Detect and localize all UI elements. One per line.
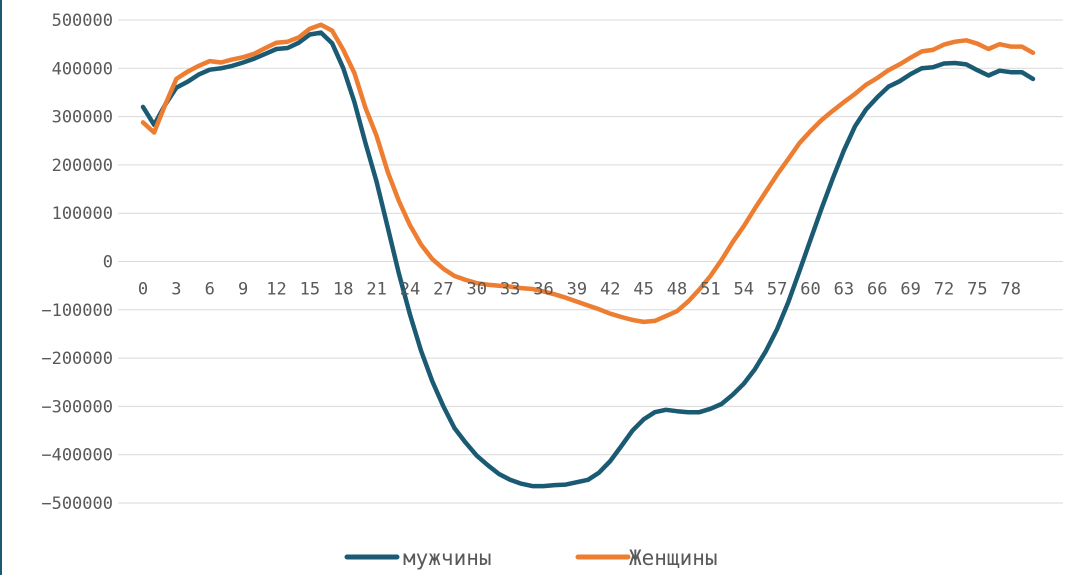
x-tick-label: 39 — [567, 280, 587, 300]
x-axis-ticks: 0 3 6 9 12 15 18 21 24 27 30 33 36 39 42 45 48 51 54 57 60 63… — [138, 280, 1021, 300]
x-tick-label: 21 — [366, 280, 386, 300]
x-tick-label: 33 — [500, 280, 520, 300]
y-tick-label: −200000 — [41, 349, 113, 369]
x-tick-label: 3 — [171, 280, 181, 300]
x-tick-label: 36 — [533, 280, 553, 300]
y-tick-label: 200000 — [52, 156, 113, 176]
x-tick-label: 60 — [800, 280, 820, 300]
y-axis-ticks: 500000 400000 300000 200000 100000 0 −100000 −2… — [41, 11, 113, 514]
legend-label-women: Женщины — [629, 546, 718, 570]
x-tick-label: 63 — [834, 280, 854, 300]
x-tick-label: 72 — [934, 280, 954, 300]
series-line-women — [140, 22, 1036, 325]
y-tick-label: 500000 — [52, 11, 113, 31]
legend: мужчины Женщины — [344, 546, 718, 570]
x-tick-label: 69 — [900, 280, 920, 300]
y-tick-label: −100000 — [41, 301, 113, 321]
y-tick-label: 100000 — [52, 204, 113, 224]
y-tick-label: −400000 — [41, 446, 113, 466]
legend-label-men: мужчины — [403, 546, 492, 570]
x-tick-label: 0 — [138, 280, 148, 300]
x-tick-label: 54 — [734, 280, 754, 300]
x-tick-label: 78 — [1001, 280, 1021, 300]
x-tick-label: 12 — [266, 280, 286, 300]
series-lines — [140, 22, 1036, 489]
x-tick-label: 24 — [400, 280, 420, 300]
gridlines — [118, 19, 1063, 504]
x-tick-label: 30 — [467, 280, 487, 300]
x-tick-label: 18 — [333, 280, 353, 300]
y-tick-label: 300000 — [52, 108, 113, 128]
y-tick-label: 0 — [103, 253, 113, 273]
y-tick-label: 400000 — [52, 59, 113, 79]
x-tick-label: 15 — [300, 280, 320, 300]
chart-frame-edge — [0, 0, 2, 575]
y-tick-label: −500000 — [41, 494, 113, 514]
x-tick-label: 9 — [238, 280, 248, 300]
x-tick-label: 45 — [633, 280, 653, 300]
x-tick-label: 27 — [433, 280, 453, 300]
x-tick-label: 42 — [600, 280, 620, 300]
y-tick-label: −300000 — [41, 397, 113, 417]
x-tick-label: 66 — [867, 280, 887, 300]
x-tick-label: 48 — [667, 280, 687, 300]
x-tick-label: 6 — [205, 280, 215, 300]
x-tick-label: 75 — [967, 280, 987, 300]
x-tick-label: 51 — [700, 280, 720, 300]
series-line-men — [140, 30, 1036, 489]
x-tick-label: 57 — [767, 280, 787, 300]
